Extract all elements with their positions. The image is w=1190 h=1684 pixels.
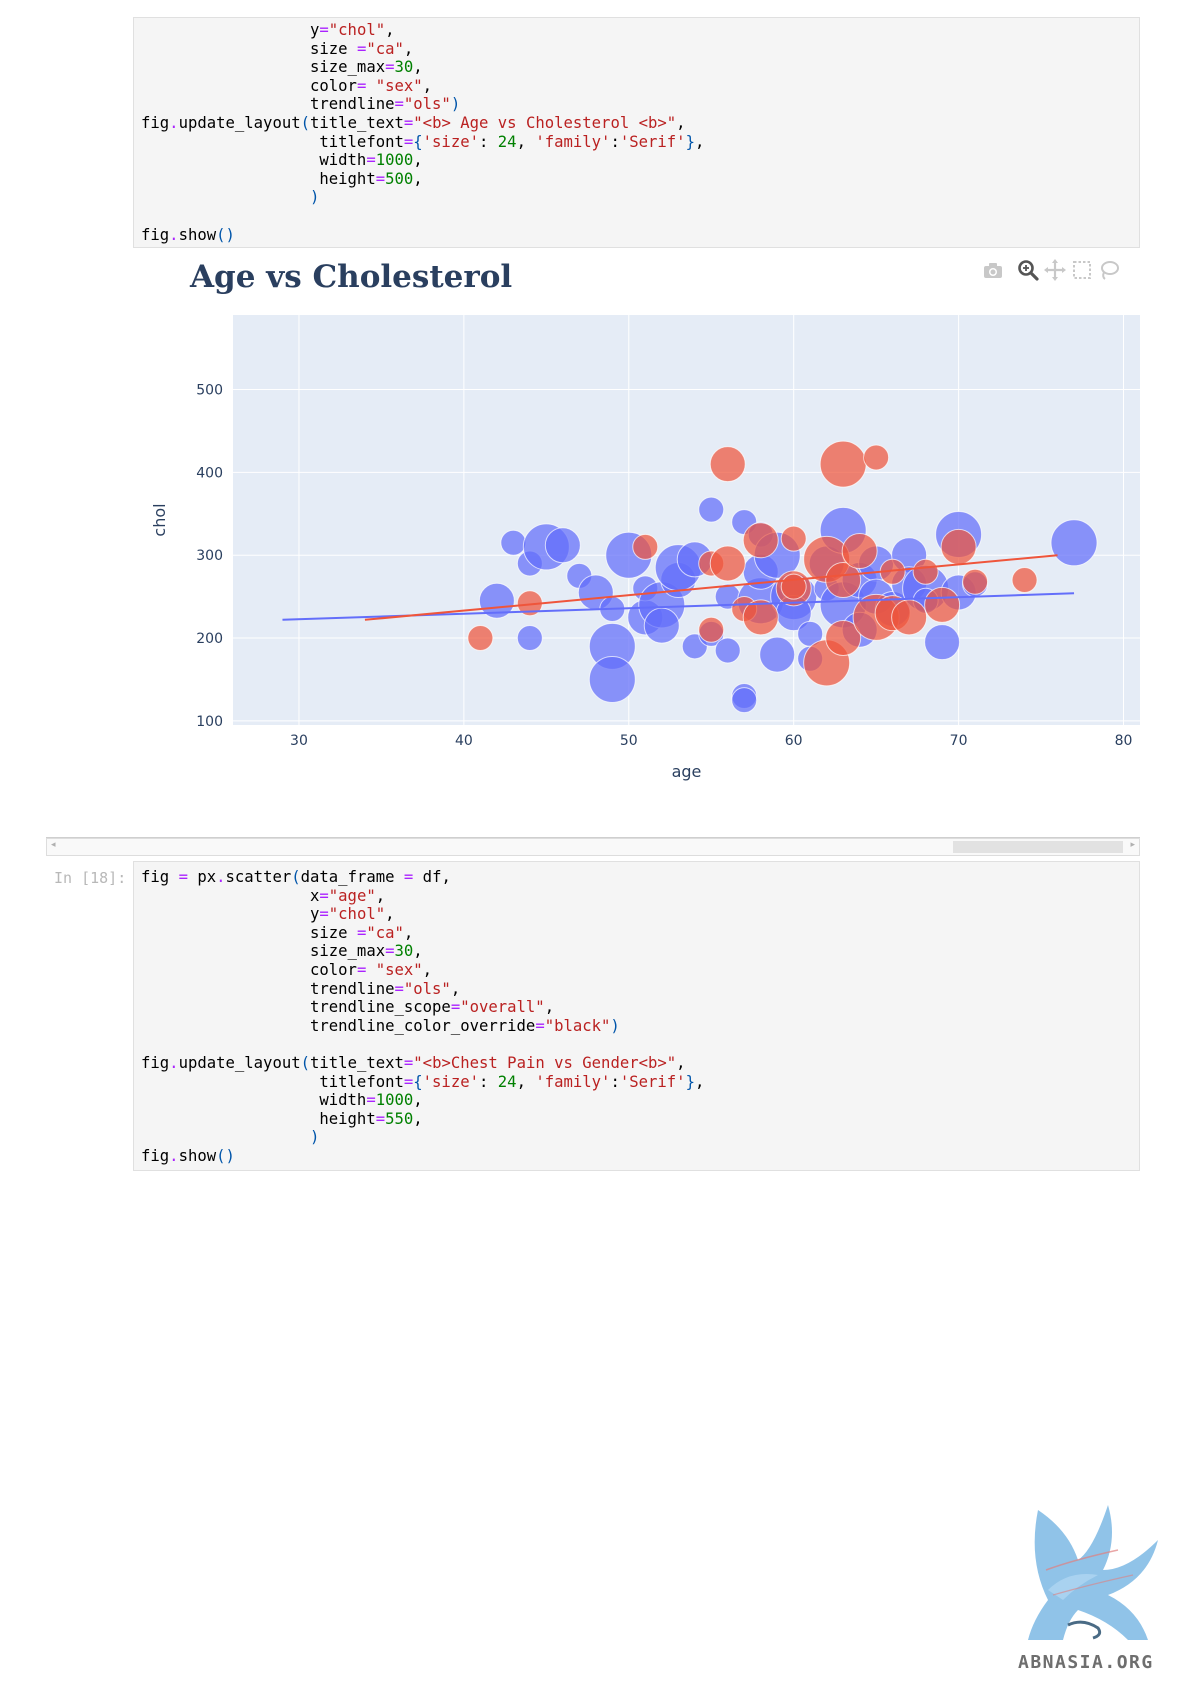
watermark-text: ABNASIA.ORG <box>1018 1652 1154 1673</box>
code-line: size ="ca", <box>141 923 414 942</box>
code-line: width=1000, <box>141 1091 423 1110</box>
code-line: trendline_color_override="black") <box>141 1016 620 1035</box>
data-point <box>714 637 741 664</box>
data-point <box>544 527 581 564</box>
cell-prompt: In [18]: <box>54 869 127 887</box>
code-line: height=550, <box>141 1109 423 1128</box>
data-point <box>643 607 680 644</box>
y-axis-label: chol <box>150 503 169 536</box>
scatter-chart[interactable]: 30 40 50 60 70 80 100 200 300 400 500 age chol <box>140 315 1140 795</box>
code-line: fig = px.scatter(data_frame = df, <box>141 868 451 886</box>
data-point <box>698 616 725 643</box>
x-tick-label: 40 <box>455 733 473 749</box>
code-editor[interactable]: fig = px.scatter(data_frame = df, x="age… <box>141 868 704 1166</box>
data-point <box>825 620 862 657</box>
code-line: x="age", <box>141 886 386 905</box>
zoom-icon[interactable] <box>1016 258 1040 282</box>
data-point <box>698 496 725 523</box>
box-select-icon[interactable] <box>1070 258 1094 282</box>
data-point <box>825 562 862 599</box>
code-line: size ="ca", <box>141 39 414 58</box>
x-axis-label: age <box>672 762 702 781</box>
code-line: ) <box>310 188 320 207</box>
pan-icon[interactable] <box>1043 258 1067 282</box>
data-point <box>742 599 779 636</box>
y-tick-label: 500 <box>196 383 223 399</box>
camera-icon[interactable] <box>981 258 1005 282</box>
data-point <box>912 558 939 585</box>
plot-area <box>233 315 1140 725</box>
y-tick-label: 200 <box>196 631 223 647</box>
data-point <box>924 624 961 661</box>
code-line: width=1000, <box>141 151 423 170</box>
data-point <box>632 533 659 560</box>
code-line: height=500, <box>141 169 423 188</box>
data-point <box>891 599 928 636</box>
data-point <box>709 545 746 582</box>
x-tick-label: 60 <box>785 733 803 749</box>
y-tick-label: 300 <box>196 548 223 564</box>
data-point <box>1011 567 1038 594</box>
code-line: titlefont={'size': 24, 'family':'Serif'}… <box>141 1072 705 1091</box>
data-point <box>516 625 543 652</box>
griffin-logo <box>1028 1505 1158 1640</box>
data-point <box>467 625 494 652</box>
code-line: titlefont={'size': 24, 'family':'Serif'}… <box>141 132 705 151</box>
data-point <box>588 655 636 703</box>
horizontal-scrollbar[interactable]: ◂ ▸ <box>46 838 1140 856</box>
code-line: color= "sex", <box>141 960 433 979</box>
scrollbar-thumb[interactable] <box>953 841 1123 853</box>
data-point <box>709 446 746 483</box>
scroll-left-icon[interactable]: ◂ <box>51 840 56 850</box>
code-line: size_max=30, <box>141 942 423 961</box>
trendline <box>364 554 1058 621</box>
x-tick-label: 70 <box>950 733 968 749</box>
code-cell-top[interactable]: y="chol", size ="ca", size_max=30, color… <box>133 17 1140 248</box>
data-point <box>940 528 977 565</box>
data-point <box>742 522 779 559</box>
data-point <box>819 440 867 488</box>
lasso-select-icon[interactable] <box>1097 258 1121 282</box>
data-point <box>962 568 989 595</box>
code-line: trendline="ols", <box>141 979 461 998</box>
data-point <box>780 573 807 600</box>
data-point <box>478 582 515 619</box>
data-point <box>1050 519 1098 567</box>
data-point <box>500 529 527 556</box>
code-editor[interactable]: y="chol", size ="ca", size_max=30, color… <box>141 21 704 244</box>
x-tick-label: 50 <box>620 733 638 749</box>
code-line: size_max=30, <box>141 58 423 77</box>
data-point <box>731 687 758 714</box>
data-point <box>924 586 961 623</box>
code-line: trendline="ols") <box>141 95 461 114</box>
data-point <box>780 525 807 552</box>
code-line: fig.update_layout(title_text="<b>Chest P… <box>141 1053 686 1072</box>
y-tick-label: 400 <box>196 465 223 481</box>
code-line: fig.show() <box>141 225 235 244</box>
code-line: fig.show() <box>141 1146 235 1165</box>
plot-title: Age vs Cholesterol <box>190 259 513 295</box>
data-point <box>841 533 878 570</box>
x-tick-label: 30 <box>290 733 308 749</box>
code-cell-bottom[interactable]: fig = px.scatter(data_frame = df, x="age… <box>133 861 1140 1171</box>
code-line: ) <box>310 1128 320 1147</box>
code-line: y="chol", <box>141 21 395 39</box>
data-point <box>759 636 796 673</box>
x-tick-label: 80 <box>1115 733 1133 749</box>
data-point <box>863 444 890 471</box>
y-tick-label: 100 <box>196 714 223 730</box>
scroll-right-icon[interactable]: ▸ <box>1130 840 1135 850</box>
code-line: color= "sex", <box>141 76 433 95</box>
code-line: trendline_scope="overall", <box>141 998 555 1017</box>
code-line: fig.update_layout(title_text="<b> Age vs… <box>141 113 686 132</box>
output-separator <box>46 837 1140 838</box>
code-line: y="chol", <box>141 905 395 924</box>
